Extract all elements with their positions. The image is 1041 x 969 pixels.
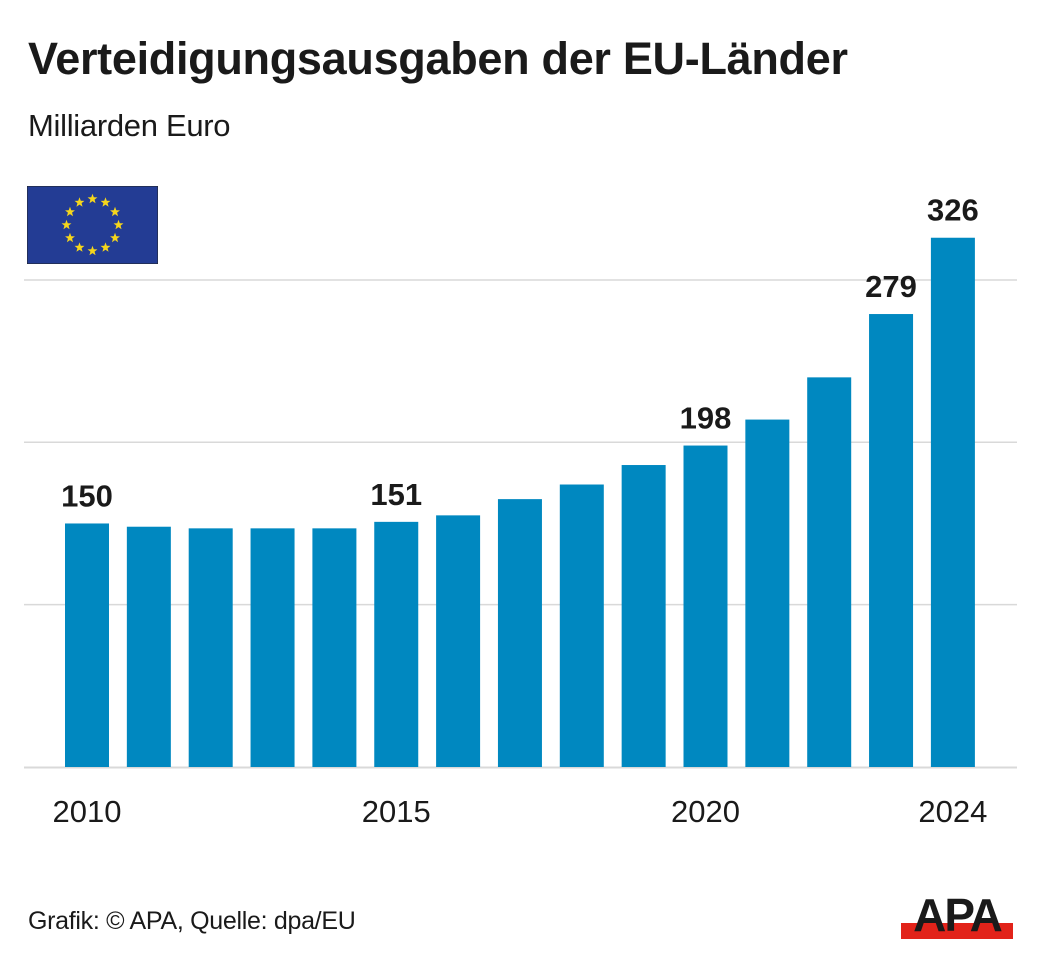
flag-star-icon — [65, 206, 75, 217]
data-label-2015: 151 — [370, 477, 422, 512]
x-tick-label-2024: 2024 — [918, 794, 987, 829]
bar-2014 — [312, 528, 357, 767]
apa-logo-text: APA — [913, 893, 1001, 941]
x-tick-label-2020: 2020 — [671, 794, 740, 829]
bar-2012 — [188, 528, 233, 767]
flag-star-icon — [113, 219, 124, 230]
bar-2020 — [683, 445, 728, 767]
bar-2022 — [807, 377, 852, 767]
flag-star-icon — [100, 197, 111, 207]
bar-2021 — [745, 419, 790, 767]
data-label-2024: 326 — [927, 193, 979, 228]
flag-star-icon — [61, 219, 72, 230]
bar-2010 — [65, 523, 109, 767]
bar-2024 — [930, 237, 975, 767]
apa-logo-bar — [901, 923, 1013, 939]
data-label-2010: 150 — [61, 478, 113, 513]
x-tick-label-2010: 2010 — [53, 794, 122, 829]
chart-title: Verteidigungsausgaben der EU-Länder — [28, 33, 848, 84]
bar-2015 — [374, 521, 419, 767]
flag-star-icon — [65, 232, 75, 243]
bar-2019 — [621, 465, 666, 767]
apa-logo: APA — [901, 893, 1013, 941]
bar-2013 — [250, 528, 295, 767]
source-credit: Grafik: © APA, Quelle: dpa/EU — [28, 907, 356, 935]
flag-star-icon — [87, 193, 98, 204]
bar-2017 — [497, 499, 542, 767]
bar-2018 — [559, 484, 604, 767]
flag-star-icon — [110, 206, 120, 217]
x-tick-label-2015: 2015 — [362, 794, 431, 829]
flag-star-icon — [87, 245, 98, 256]
bar-2011 — [126, 526, 171, 767]
bar-2016 — [436, 515, 481, 767]
data-label-2020: 198 — [680, 401, 732, 436]
flag-star-icon — [74, 242, 85, 252]
flag-star-icon — [74, 197, 85, 207]
data-label-2023: 279 — [865, 269, 917, 304]
flag-star-icon — [110, 232, 120, 243]
eu-flag-icon — [27, 186, 158, 264]
chart-subtitle: Milliarden Euro — [28, 108, 231, 143]
bar-2023 — [869, 314, 914, 767]
flag-star-icon — [100, 242, 111, 252]
